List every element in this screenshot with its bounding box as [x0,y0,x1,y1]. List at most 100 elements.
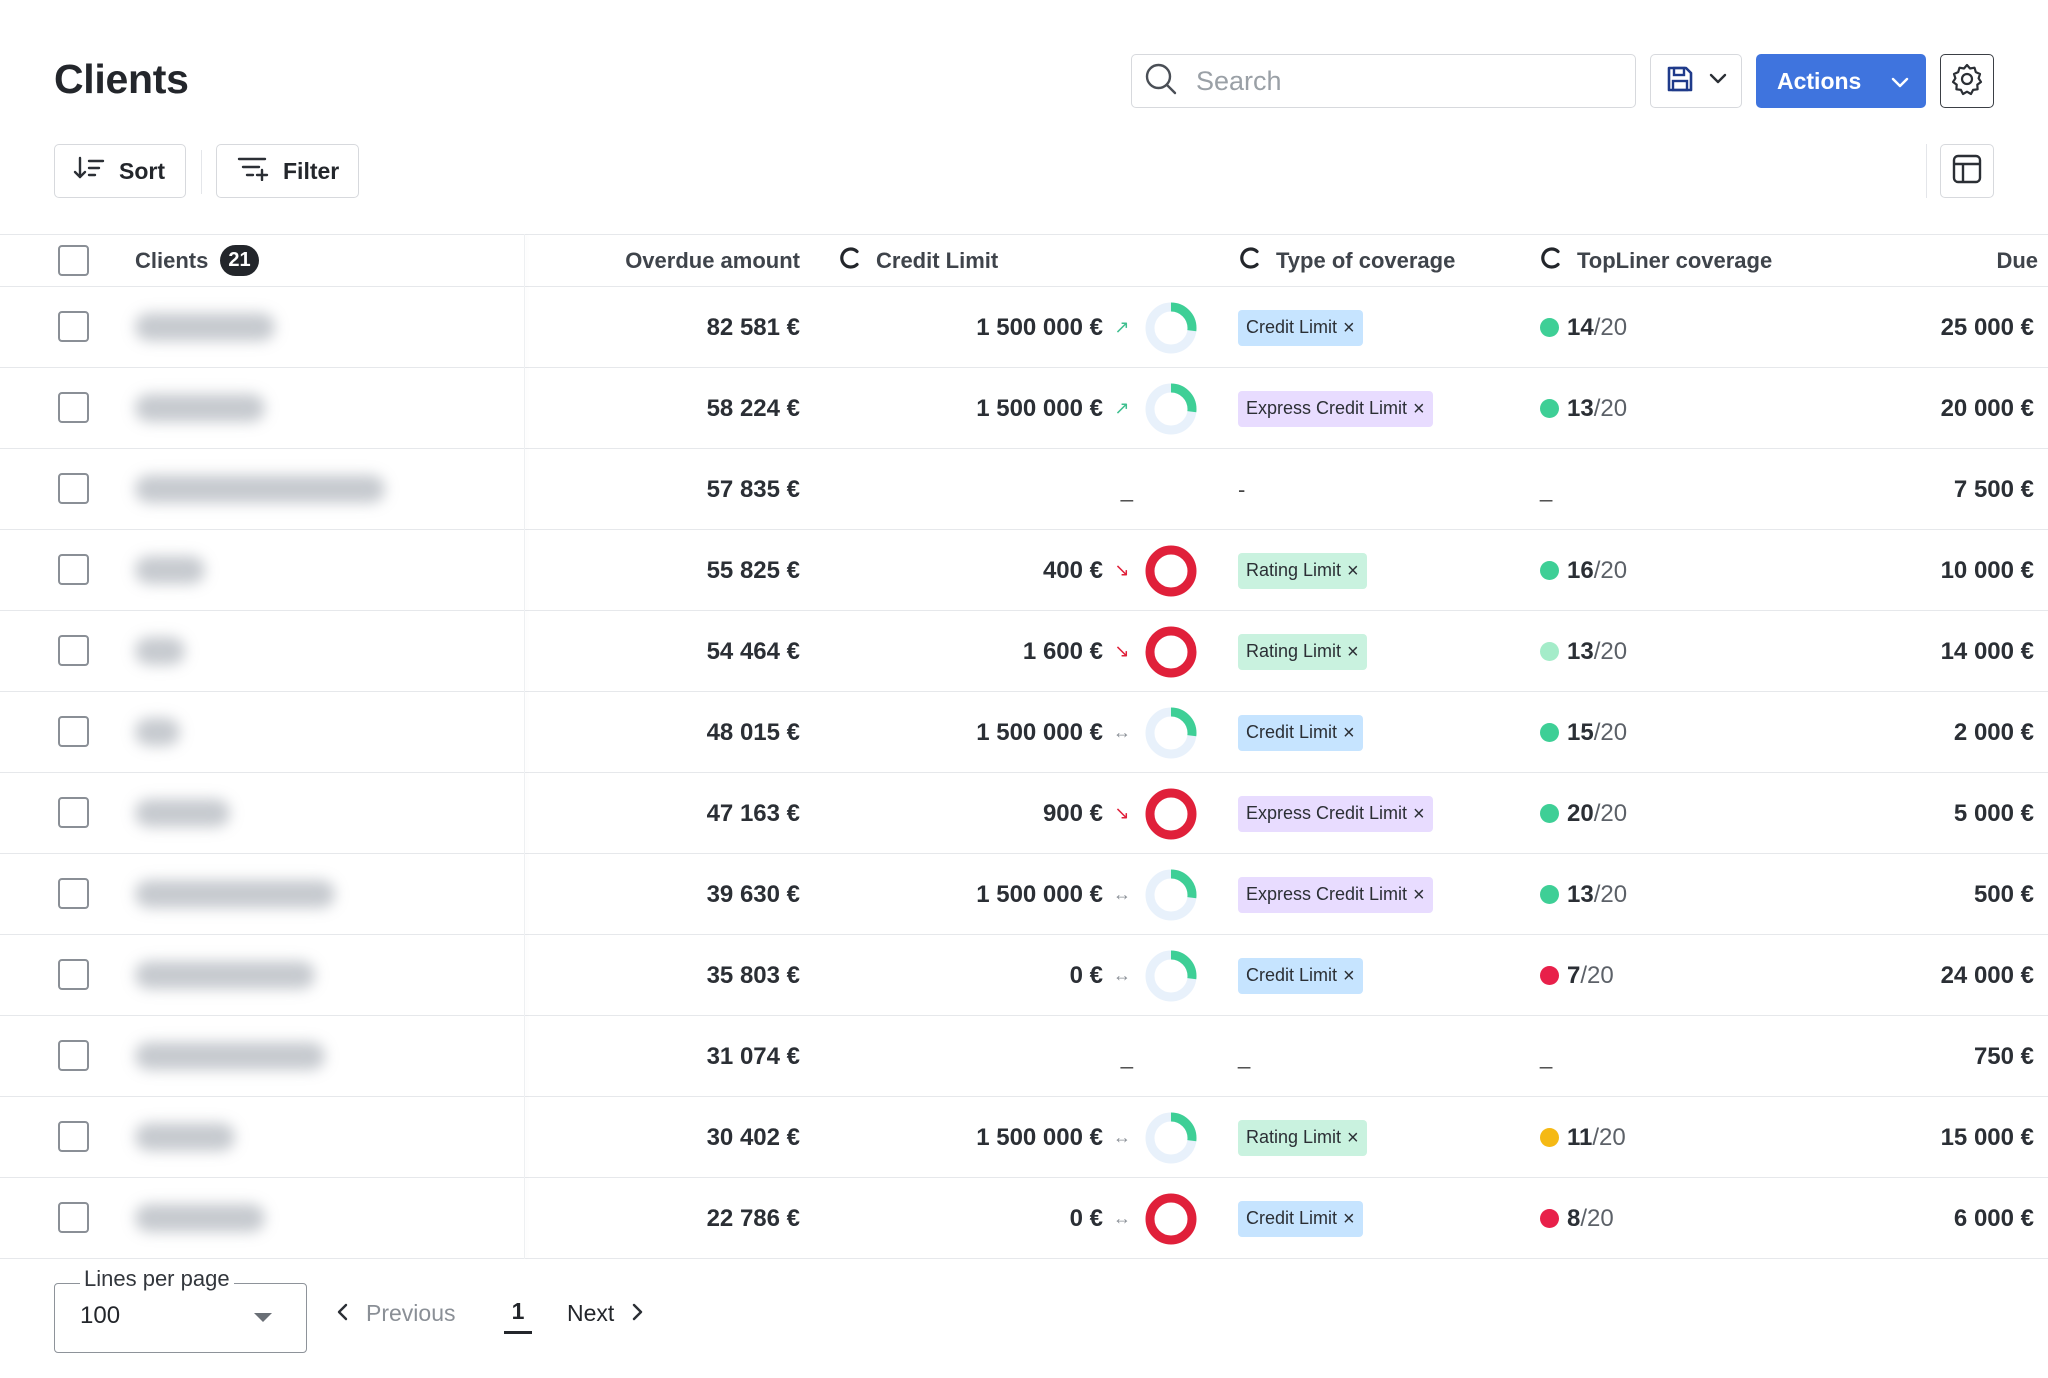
coverage-tag-label: Express Credit Limit [1246,398,1408,418]
coverage-tag[interactable]: Credit Limit × [1238,309,1363,346]
row-checkbox[interactable] [58,1121,89,1152]
select-all-checkbox[interactable] [58,245,89,276]
client-name-redacted[interactable] [135,394,265,422]
client-name-redacted[interactable] [135,799,230,827]
coverage-tag[interactable]: Express Credit Limit × [1238,795,1433,832]
donut-track [1145,788,1197,840]
credit-limit-amount: 1 600 € [1022,637,1103,665]
row-checkbox[interactable] [58,797,89,828]
column-header-overdue[interactable]: Overdue amount [625,247,800,273]
table-row[interactable]: 31 074 € _ _ _ 750 € [0,1016,2048,1097]
column-header-type[interactable]: Type of coverage [1238,235,1455,286]
coverage-tag[interactable]: Express Credit Limit × [1238,876,1433,913]
due-amount: 7 500 € [1953,475,2034,503]
coverage-tag[interactable]: Credit Limit × [1238,714,1363,751]
table-row[interactable]: 35 803 € 0 € ↔ Credit Limit × 7/20 24 00… [0,935,2048,1016]
table-header: Clients 21 Overdue amount Credit Limit T… [0,234,2048,287]
client-name-redacted[interactable] [135,1123,235,1151]
trend-down-icon: ↘ [1114,560,1130,580]
credit-limit-value: 1 500 000 € ↗ [976,368,1133,449]
table-row[interactable]: 54 464 € 1 600 € ↘ Rating Limit × 13/20 … [0,611,2048,692]
table-row[interactable]: 30 402 € 1 500 000 € ↔ Rating Limit × 11… [0,1097,2048,1178]
sort-label: Sort [119,157,165,184]
chevron-left-icon [336,1300,348,1327]
donut-arc [1145,383,1197,435]
coverage-type: Credit Limit × [1238,287,1363,368]
coverage-tag[interactable]: Express Credit Limit × [1238,390,1433,427]
table-row[interactable]: 47 163 € 900 € ↘ Express Credit Limit × … [0,773,2048,854]
column-header-topliner[interactable]: TopLiner coverage [1539,235,1772,286]
actions-label: Actions [1777,67,1862,94]
table-row[interactable]: 82 581 € 1 500 000 € ↗ Credit Limit × 14… [0,287,2048,368]
column-header-clients[interactable]: Clients 21 [135,235,259,286]
client-name-redacted[interactable] [135,1042,325,1070]
close-icon[interactable]: × [1343,1207,1355,1230]
row-checkbox[interactable] [58,959,89,990]
due-amount: 15 000 € [1940,1123,2034,1151]
credit-usage-donut [1145,626,1197,678]
score-denominator: /20 [1593,637,1628,665]
credit-limit-value: 900 € ↘ [1043,773,1133,854]
table-row[interactable]: 48 015 € 1 500 000 € ↔ Credit Limit × 15… [0,692,2048,773]
coverage-tag[interactable]: Rating Limit × [1238,633,1367,670]
search-box[interactable] [1131,54,1636,108]
row-checkbox[interactable] [58,716,89,747]
sort-button[interactable]: Sort [54,144,186,198]
client-name-redacted[interactable] [135,475,385,503]
actions-button[interactable]: Actions [1756,54,1926,108]
column-header-credit-limit[interactable]: Credit Limit [838,235,998,286]
close-icon[interactable]: × [1413,883,1425,906]
close-icon[interactable]: × [1413,397,1425,420]
credit-limit-amount: 900 € [1042,799,1103,827]
coverage-tag[interactable]: Rating Limit × [1238,1119,1367,1156]
table-row[interactable]: 57 835 € _ - _ 7 500 € [0,449,2048,530]
topliner-score: 8/20 [1540,1178,1614,1259]
close-icon[interactable]: × [1347,559,1359,582]
table-row[interactable]: 22 786 € 0 € ↔ Credit Limit × 8/20 6 000… [0,1178,2048,1259]
table-row[interactable]: 39 630 € 1 500 000 € ↔ Express Credit Li… [0,854,2048,935]
table-row[interactable]: 58 224 € 1 500 000 € ↗ Express Credit Li… [0,368,2048,449]
column-header-due[interactable]: Due [1996,247,2038,273]
client-name-redacted[interactable] [135,313,275,341]
row-checkbox[interactable] [58,635,89,666]
table-row[interactable]: 55 825 € 400 € ↘ Rating Limit × 16/20 10… [0,530,2048,611]
score-denominator: /20 [1593,394,1628,422]
close-icon[interactable]: × [1347,640,1359,663]
coverage-type: Express Credit Limit × [1238,368,1433,449]
client-name-redacted[interactable] [135,637,185,665]
coverage-tag[interactable]: Rating Limit × [1238,552,1367,589]
previous-page-button[interactable]: Previous [336,1300,455,1327]
close-icon[interactable]: × [1343,964,1355,987]
row-checkbox[interactable] [58,473,89,504]
clients-table: Clients 21 Overdue amount Credit Limit T… [0,234,2048,1259]
close-icon[interactable]: × [1413,802,1425,825]
score-status-dot [1540,561,1559,580]
page-number-current[interactable]: 1 [504,1298,532,1334]
client-name-redacted[interactable] [135,961,315,989]
next-page-button[interactable]: Next [567,1300,644,1327]
settings-button[interactable] [1940,54,1994,108]
row-checkbox[interactable] [58,311,89,342]
credit-limit-amount: 1 500 000 € [976,394,1103,422]
close-icon[interactable]: × [1343,721,1355,744]
row-checkbox[interactable] [58,392,89,423]
close-icon[interactable]: × [1343,316,1355,339]
credit-limit-value: 1 500 000 € ↗ [976,287,1133,368]
coverage-tag[interactable]: Credit Limit × [1238,1200,1363,1237]
row-checkbox[interactable] [58,1040,89,1071]
save-view-button[interactable] [1650,54,1742,108]
row-checkbox[interactable] [58,554,89,585]
client-name-redacted[interactable] [135,880,335,908]
close-icon[interactable]: × [1347,1126,1359,1149]
client-name-redacted[interactable] [135,556,205,584]
columns-layout-button[interactable] [1940,144,1994,198]
search-input[interactable] [1196,65,1616,97]
row-checkbox[interactable] [58,878,89,909]
filter-button[interactable]: Filter [216,144,359,198]
coverage-tag[interactable]: Credit Limit × [1238,957,1363,994]
credit-limit-value: _ [1120,476,1133,502]
row-checkbox[interactable] [58,1202,89,1233]
client-name-redacted[interactable] [135,1204,265,1232]
overdue-amount: 57 835 € [706,475,800,503]
client-name-redacted[interactable] [135,718,180,746]
